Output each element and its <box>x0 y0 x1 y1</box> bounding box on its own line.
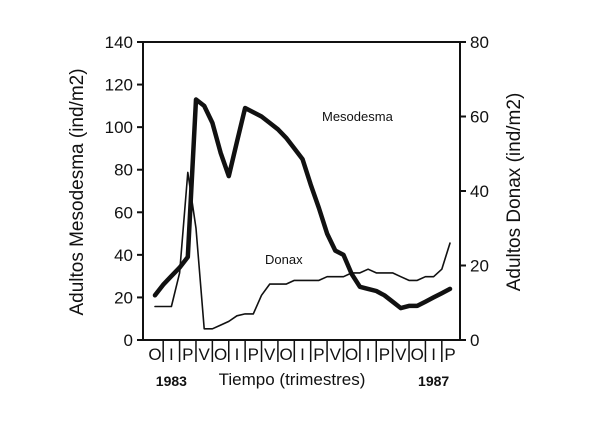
year-label: 1983 <box>156 373 187 389</box>
x-tick-label: P <box>182 345 193 364</box>
right-tick-label: 20 <box>470 257 489 276</box>
annotation-mesodesma: Mesodesma <box>322 109 394 124</box>
left-tick-label: 140 <box>105 33 133 52</box>
x-tick-label: V <box>264 345 276 364</box>
x-axis-title: Tiempo (trimestres) <box>219 370 366 389</box>
right-tick-label: 60 <box>470 108 489 127</box>
x-tick-label: O <box>279 345 292 364</box>
x-tick-label: O <box>148 345 161 364</box>
right-tick-label: 80 <box>470 33 489 52</box>
left-tick-label: 100 <box>105 118 133 137</box>
right-tick-label: 0 <box>470 331 479 350</box>
x-tick-label: V <box>198 345 210 364</box>
x-tick-label: P <box>379 345 390 364</box>
x-tick-label: I <box>300 345 305 364</box>
series-line-mesodesma <box>152 97 453 311</box>
annotation-layer: Mesodesma Donax <box>265 109 394 267</box>
year-label: 1987 <box>418 373 449 389</box>
x-tick-label: I <box>169 345 174 364</box>
x-tick-label: O <box>411 345 424 364</box>
left-tick-label: 120 <box>105 76 133 95</box>
left-tick-label: 0 <box>124 331 133 350</box>
x-tick-label: I <box>235 345 240 364</box>
x-tick-label: V <box>395 345 407 364</box>
x-tick-label: O <box>345 345 358 364</box>
x-tick-label: I <box>431 345 436 364</box>
left-tick-label: 40 <box>114 246 133 265</box>
right-tick-label: 40 <box>470 182 489 201</box>
right-axis-title: Adultos Donax (ind/m2) <box>504 93 525 292</box>
x-tick-label: P <box>248 345 259 364</box>
x-tick-label: I <box>366 345 371 364</box>
left-y-axis: 0 20 40 60 80 100 120 140 <box>105 33 143 350</box>
left-tick-label: 80 <box>114 161 133 180</box>
left-tick-label: 60 <box>114 203 133 222</box>
series-layer <box>152 97 453 330</box>
x-tick-label: V <box>330 345 342 364</box>
left-axis-title: Adultos Mesodesma (ind/m2) <box>67 68 88 315</box>
x-tick-label: O <box>214 345 227 364</box>
x-tick-label: P <box>444 345 455 364</box>
right-y-axis: 0 20 40 60 80 <box>460 33 489 350</box>
annotation-donax: Donax <box>265 252 303 267</box>
x-tick-label: P <box>313 345 324 364</box>
series-line-donax <box>154 171 451 330</box>
left-tick-label: 20 <box>114 288 133 307</box>
